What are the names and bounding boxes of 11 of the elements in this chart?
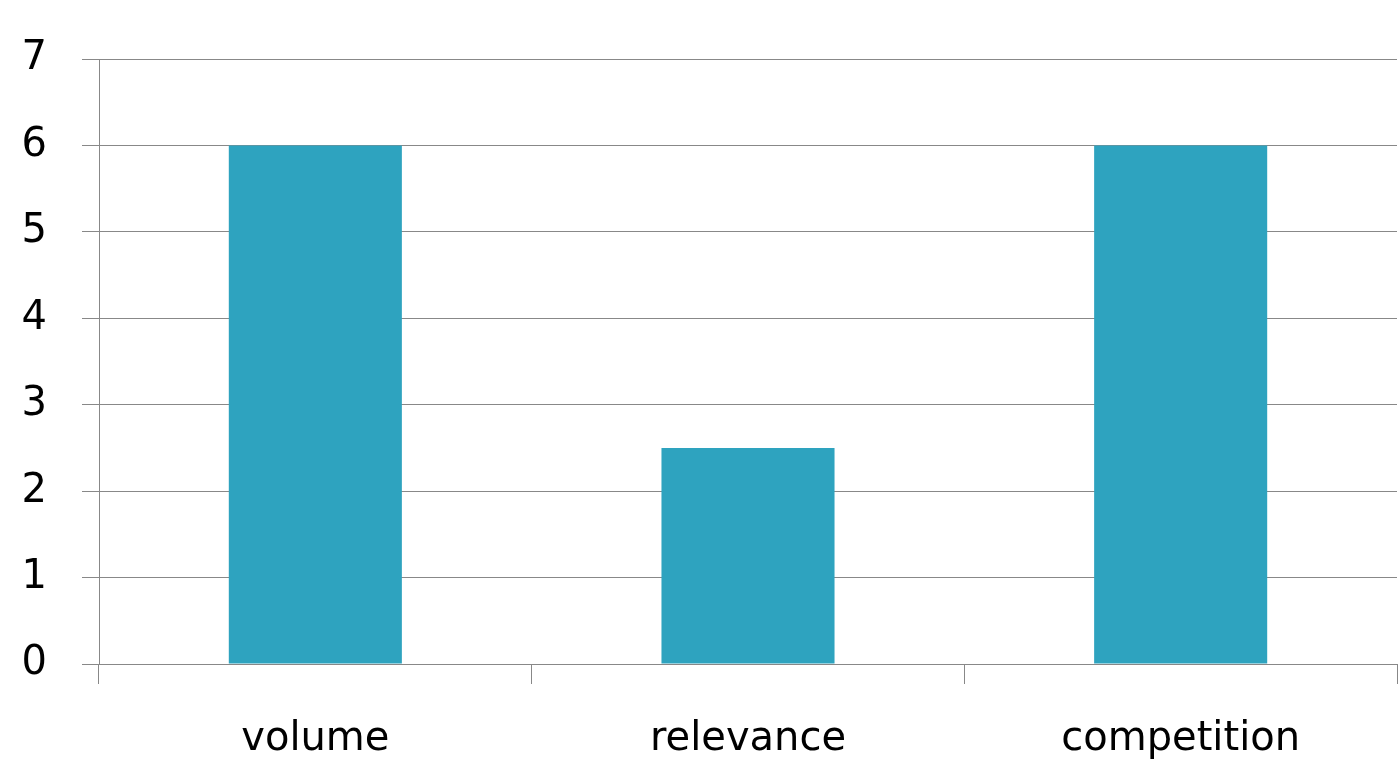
y-tick-label: 0: [21, 637, 47, 684]
x-tick-label: relevance: [649, 713, 847, 760]
x-tick-label: competition: [1061, 713, 1301, 760]
y-tick-label: 4: [21, 291, 47, 338]
y-tick-label: 6: [21, 118, 47, 165]
x-tick-label: volume: [241, 713, 390, 760]
y-tick-label: 1: [21, 550, 47, 597]
y-tick-label: 2: [21, 464, 47, 511]
y-tick-label: 5: [21, 205, 47, 252]
y-tick-label: 3: [21, 378, 47, 425]
y-tick-label: 7: [21, 32, 47, 79]
